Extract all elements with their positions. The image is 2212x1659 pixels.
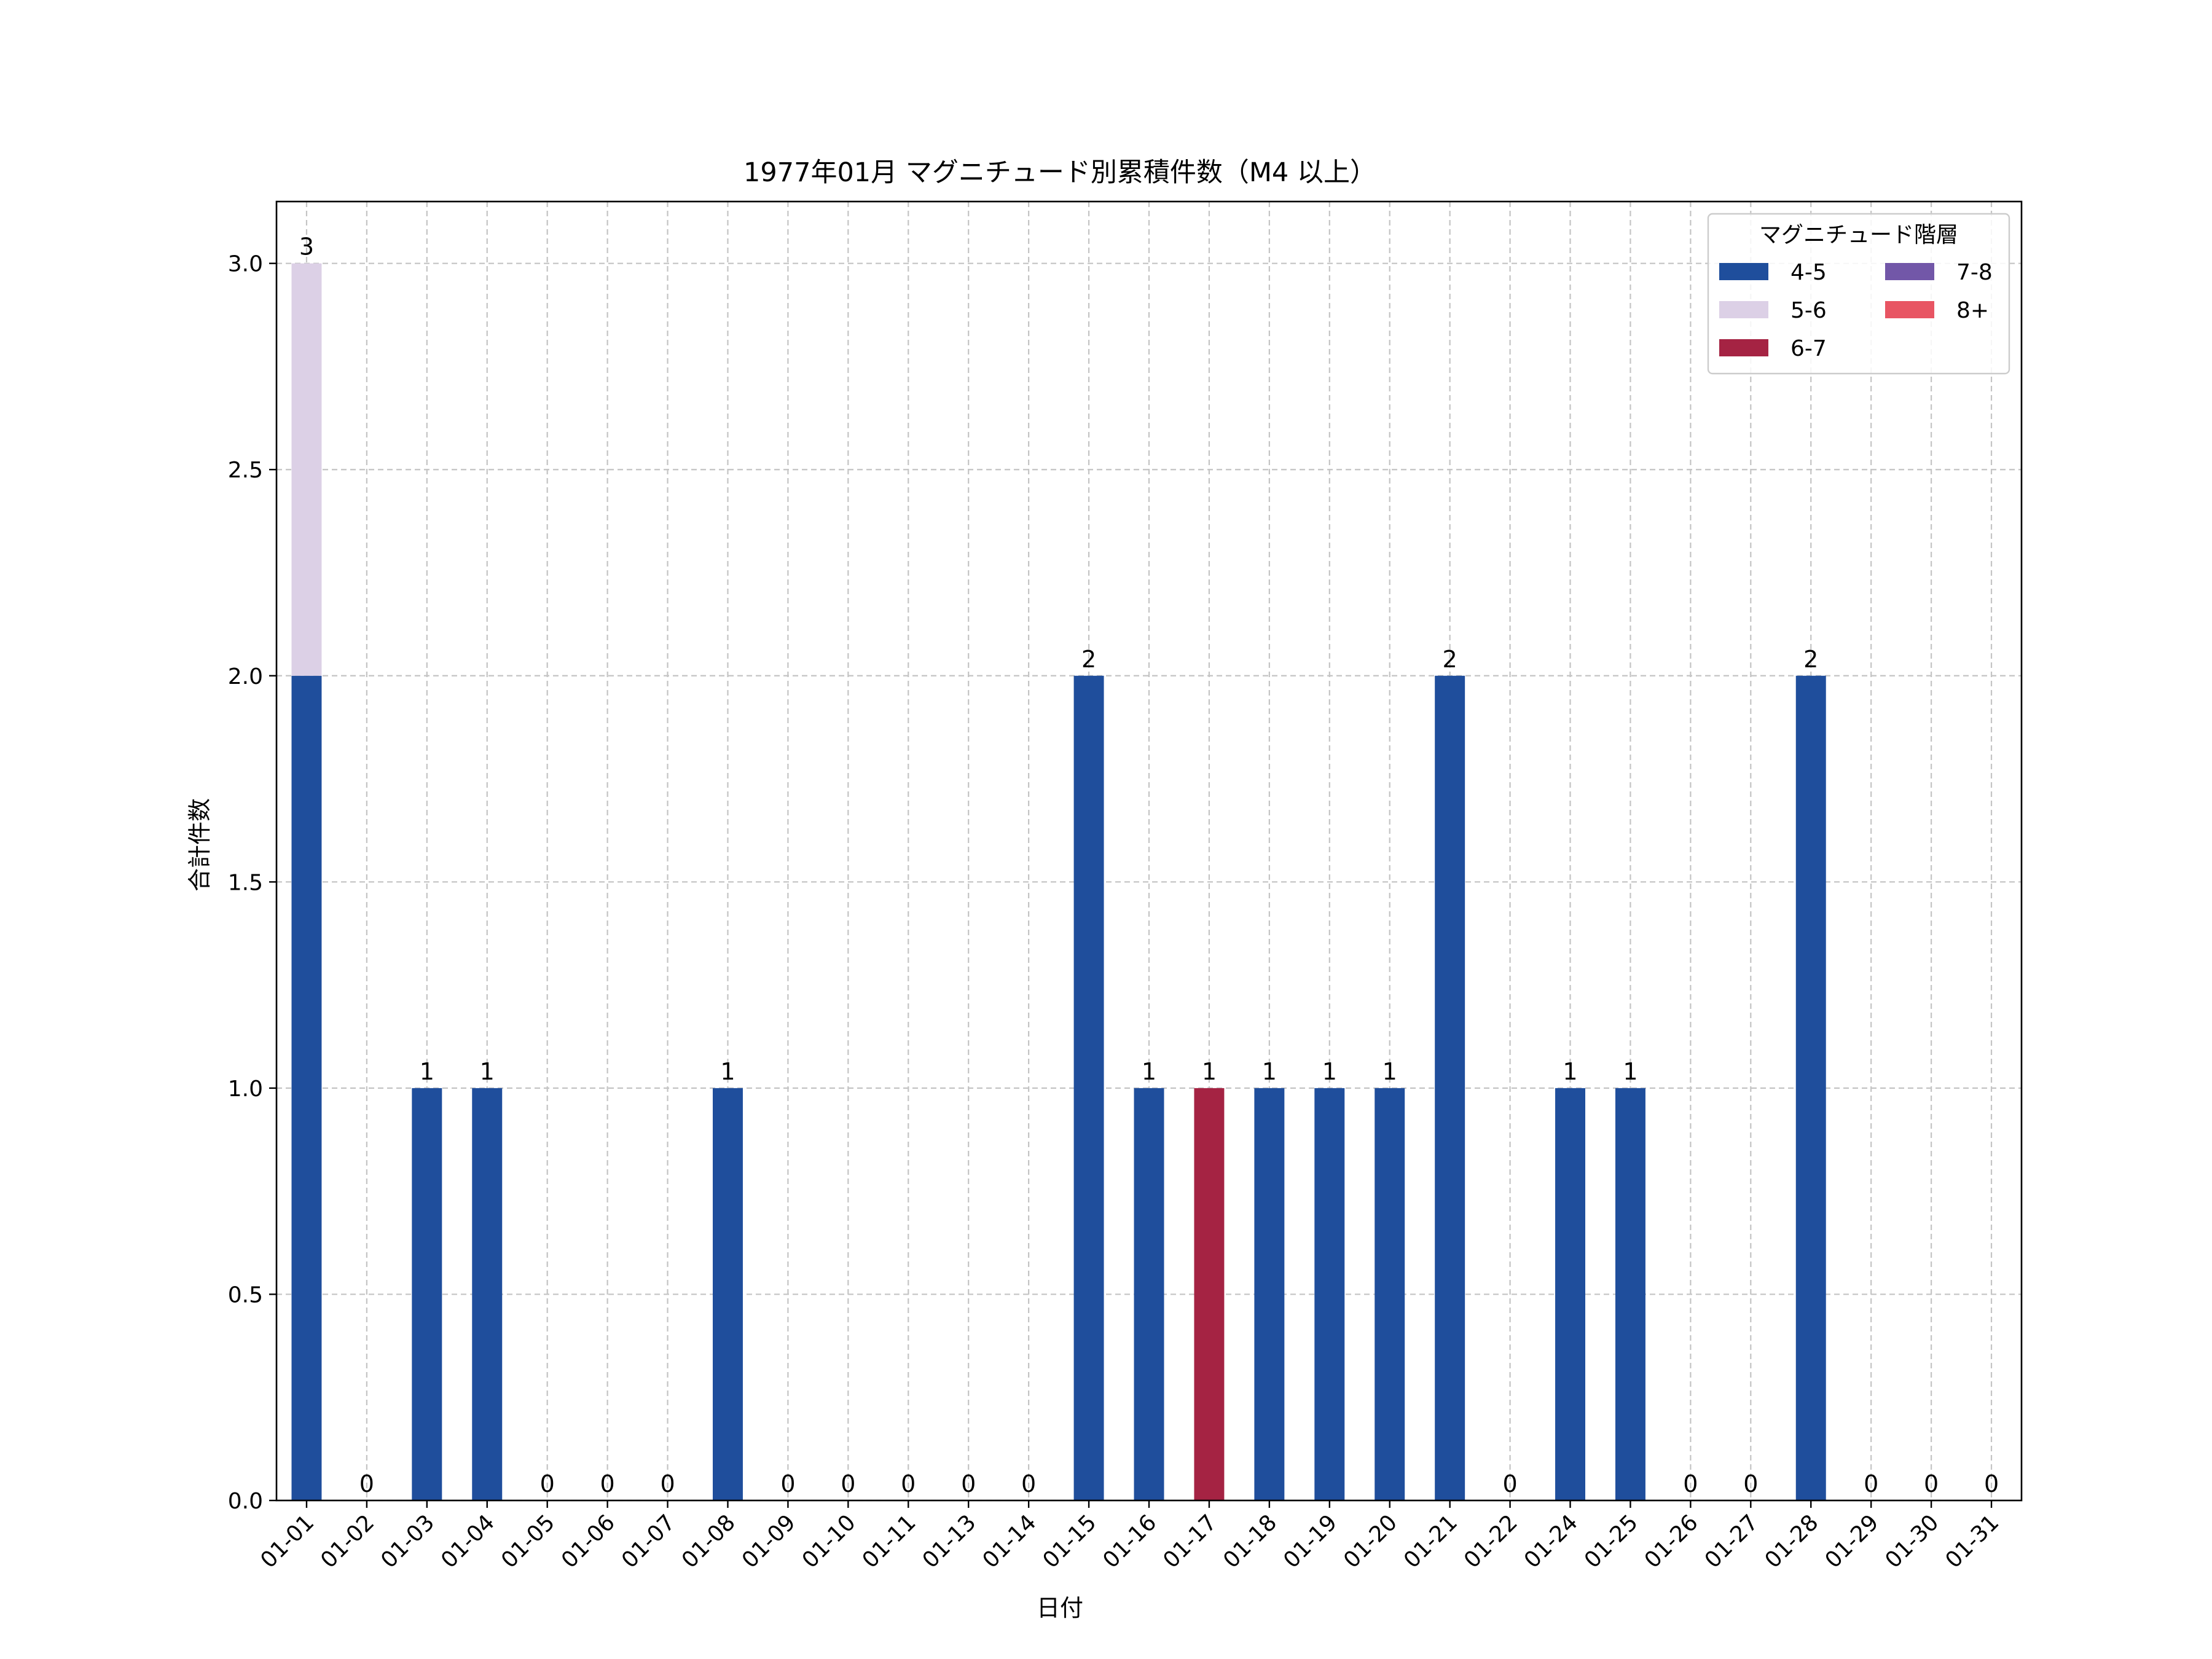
bar-total-label: 1 — [1322, 1058, 1337, 1085]
bar-segment — [1134, 1088, 1164, 1500]
legend-box — [1707, 213, 2010, 375]
bar-total-label: 0 — [961, 1470, 976, 1497]
legend-swatch — [1719, 301, 1768, 318]
bar-total-label: 0 — [901, 1470, 916, 1497]
bar-total-label: 2 — [1443, 646, 1457, 673]
bar-total-label: 1 — [420, 1058, 434, 1085]
bar-segment — [1194, 1088, 1225, 1500]
bar-total-label: 1 — [1563, 1058, 1577, 1085]
bar-total-label: 1 — [480, 1058, 495, 1085]
bar-segment — [1375, 1088, 1405, 1500]
legend-label: 8+ — [1956, 298, 1989, 323]
bar-total-label: 1 — [1142, 1058, 1156, 1085]
y-tick-label: 3.0 — [228, 252, 263, 277]
bar-total-label: 1 — [1623, 1058, 1637, 1085]
bar-segment — [1435, 675, 1465, 1500]
bar-total-label: 0 — [1502, 1470, 1517, 1497]
bar-total-label: 3 — [299, 233, 314, 261]
bar-total-label: 0 — [841, 1470, 855, 1497]
legend-swatch — [1719, 339, 1768, 356]
bar-segment — [1795, 675, 1826, 1500]
bar-total-label: 1 — [720, 1058, 735, 1085]
bar-total-label: 0 — [660, 1470, 675, 1497]
chart-title: 1977年01月 マグニチュード別累積件数（M4 以上） — [743, 157, 1376, 188]
bar-segment — [713, 1088, 743, 1500]
y-tick-label: 2.5 — [228, 458, 263, 483]
bar-segment — [1615, 1088, 1645, 1500]
bar-total-label: 1 — [1202, 1058, 1217, 1085]
bar-total-label: 0 — [780, 1470, 795, 1497]
bar-total-label: 0 — [1864, 1470, 1878, 1497]
bar-segment — [291, 263, 322, 676]
y-axis-label: 合計件数 — [186, 798, 213, 892]
bar-segment — [1254, 1088, 1285, 1500]
bar-segment — [412, 1088, 442, 1500]
legend-swatch — [1885, 301, 1934, 318]
legend-title: マグニチュード階層 — [1759, 222, 1958, 248]
legend-swatch — [1885, 263, 1934, 280]
y-tick-label: 1.0 — [228, 1077, 263, 1102]
legend: マグニチュード階層 4-5 5-6 6-7 7-8 8+ — [1707, 213, 2010, 375]
legend-swatch — [1719, 263, 1768, 280]
bar-total-label: 0 — [1683, 1470, 1698, 1497]
bar-total-label: 2 — [1803, 646, 1818, 673]
y-tick-label: 1.5 — [228, 870, 263, 895]
bar-segment — [1555, 1088, 1585, 1500]
total-labels: 3 0 1 1 0 0 0 1 0 0 0 0 0 2 1 1 1 1 1 2 0 1 1 0 0 2 0 0 0 — [299, 233, 1999, 1497]
bar-total-label: 0 — [1021, 1470, 1036, 1497]
y-tick-label: 2.0 — [228, 664, 263, 689]
bar-total-label: 1 — [1262, 1058, 1277, 1085]
legend-label: 6-7 — [1790, 336, 1827, 361]
legend-label: 4-5 — [1790, 260, 1827, 285]
bar-segment — [1314, 1088, 1345, 1500]
bar-total-label: 0 — [359, 1470, 374, 1497]
bar-segment — [472, 1088, 503, 1500]
x-axis-label: 日付 — [1037, 1594, 1083, 1622]
legend-label: 5-6 — [1790, 298, 1827, 323]
bars — [291, 263, 1826, 1500]
bar-total-label: 0 — [600, 1470, 615, 1497]
bar-total-label: 0 — [1924, 1470, 1939, 1497]
bar-segment — [291, 675, 322, 1500]
bar-total-label: 2 — [1081, 646, 1096, 673]
y-tick-label: 0.5 — [228, 1282, 263, 1308]
bar-segment — [1073, 675, 1104, 1500]
y-tick-label: 0.0 — [228, 1489, 263, 1514]
bar-total-label: 0 — [1743, 1470, 1758, 1497]
bar-total-label: 1 — [1382, 1058, 1397, 1085]
bar-total-label: 0 — [540, 1470, 555, 1497]
bar-total-label: 0 — [1984, 1470, 1999, 1497]
legend-label: 7-8 — [1956, 260, 1993, 285]
